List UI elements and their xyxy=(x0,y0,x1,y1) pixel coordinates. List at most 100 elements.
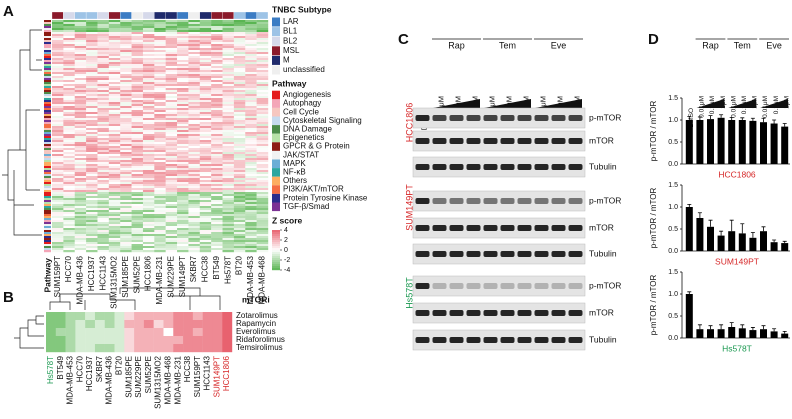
heatmap-texture xyxy=(120,246,132,249)
column-label: BT549 xyxy=(212,255,221,279)
pathway-cell xyxy=(44,172,51,175)
blot-band xyxy=(534,310,549,316)
heatmap-texture xyxy=(142,172,155,175)
heatmap-texture xyxy=(74,138,87,141)
heatmap-texture xyxy=(52,246,64,249)
heatmap-texture xyxy=(52,88,64,91)
heatmap-texture xyxy=(199,248,212,251)
heatmap-texture xyxy=(97,192,110,195)
heatmap-texture xyxy=(256,84,269,87)
heatmap-texture xyxy=(142,64,155,67)
heatmap-texture xyxy=(177,132,189,135)
blot-band xyxy=(517,251,532,257)
heatmap-texture xyxy=(177,76,189,79)
heatmap-cell xyxy=(55,336,66,345)
heatmap-texture xyxy=(165,212,178,215)
heatmap-texture xyxy=(256,128,269,131)
heatmap-texture xyxy=(199,168,212,171)
heatmap-texture xyxy=(188,32,200,35)
heatmap-texture xyxy=(120,34,132,37)
heatmap-texture xyxy=(222,132,235,135)
pathway-cell xyxy=(44,250,51,253)
heatmap-cell xyxy=(46,320,56,329)
heatmap-texture xyxy=(177,96,189,99)
heatmap-texture xyxy=(154,22,166,25)
heatmap-texture xyxy=(165,250,178,253)
heatmap-cell xyxy=(55,320,66,329)
heatmap-texture xyxy=(245,74,257,77)
heatmap-texture xyxy=(177,46,189,49)
heatmap-texture xyxy=(199,194,212,197)
heatmap-texture xyxy=(188,192,200,195)
heatmap-texture xyxy=(165,50,178,53)
heatmap-texture xyxy=(256,188,269,191)
pathway-cell xyxy=(44,50,51,53)
heatmap-texture xyxy=(74,110,87,113)
heatmap-texture xyxy=(142,20,155,23)
pathway-cell xyxy=(44,240,51,243)
heatmap-texture xyxy=(188,74,200,77)
heatmap-texture xyxy=(165,72,178,75)
subtype-cell xyxy=(233,11,246,20)
group-label: Tem xyxy=(734,40,751,50)
blot-label: p-mTOR xyxy=(589,195,621,205)
heatmap-texture xyxy=(52,20,64,23)
heatmap-texture xyxy=(63,174,75,177)
heatmap-texture xyxy=(154,102,166,105)
heatmap-texture xyxy=(245,24,257,27)
heatmap-texture xyxy=(233,108,246,111)
heatmap-texture xyxy=(188,164,200,167)
heatmap-texture xyxy=(211,66,223,69)
legend-label: Angiogenesis xyxy=(283,90,331,99)
heatmap-texture xyxy=(245,172,257,175)
heatmap-texture xyxy=(188,44,200,47)
pathway-cell xyxy=(44,160,51,163)
heatmap-texture xyxy=(97,46,110,49)
colorbar-tick-label: 4 xyxy=(284,227,288,234)
heatmap-cell xyxy=(192,336,203,345)
heatmap-texture xyxy=(256,240,269,243)
heatmap-texture xyxy=(108,142,121,145)
dose-wedge xyxy=(696,99,725,108)
heatmap-texture xyxy=(245,64,257,67)
pathway-cell xyxy=(44,226,51,229)
heatmap-texture xyxy=(199,74,212,77)
heatmap-texture xyxy=(97,144,110,147)
heatmap-texture xyxy=(211,34,223,37)
heatmap-texture xyxy=(188,30,200,33)
heatmap-texture xyxy=(211,144,223,147)
blot-band xyxy=(517,198,532,204)
heatmap-texture xyxy=(177,90,189,93)
heatmap-texture xyxy=(86,176,98,179)
heatmap-texture xyxy=(233,166,246,169)
legend-title: Z score xyxy=(272,215,303,225)
heatmap-texture xyxy=(63,192,75,195)
error-bar xyxy=(750,327,755,331)
heatmap-cell xyxy=(94,328,105,337)
heatmap-texture xyxy=(120,58,132,61)
y-tick-label: 1.5 xyxy=(668,182,678,189)
heatmap-texture xyxy=(177,206,189,209)
heatmap-texture xyxy=(256,166,269,169)
heatmap-cell xyxy=(222,320,233,329)
heatmap-texture xyxy=(120,182,132,185)
heatmap-texture xyxy=(131,176,144,179)
heatmap-texture xyxy=(63,38,75,41)
heatmap-texture xyxy=(108,52,121,55)
heatmap-texture xyxy=(154,156,166,159)
heatmap-texture xyxy=(165,158,178,161)
heatmap-texture xyxy=(86,178,98,181)
heatmap-texture xyxy=(108,196,121,199)
heatmap-texture xyxy=(86,70,98,73)
heatmap-texture xyxy=(154,152,166,155)
heatmap-texture xyxy=(120,82,132,85)
heatmap-texture xyxy=(199,182,212,185)
heatmap-texture xyxy=(108,166,121,169)
heatmap-texture xyxy=(131,104,144,107)
heatmap-texture xyxy=(245,138,257,141)
heatmap-texture xyxy=(177,222,189,225)
heatmap-texture xyxy=(177,138,189,141)
column-label: HCC70 xyxy=(75,355,84,382)
heatmap-texture xyxy=(211,212,223,215)
legend-label: Cytoskeletal Signaling xyxy=(283,116,362,125)
